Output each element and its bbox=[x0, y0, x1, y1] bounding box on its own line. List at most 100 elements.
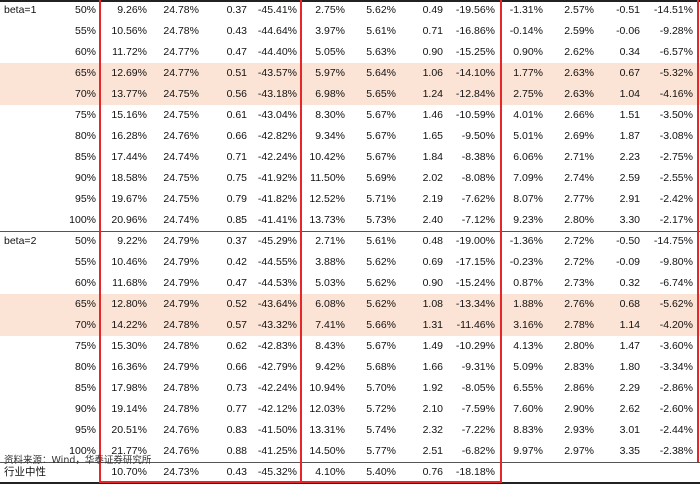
return-3-cell: 6.06% bbox=[513, 151, 543, 163]
sharpe-3-cell: 1.87 bbox=[619, 130, 640, 142]
sharpe-1-cell: 0.51 bbox=[226, 67, 247, 79]
return-1-cell: 17.44% bbox=[111, 151, 147, 163]
sharpe-3-cell: 2.91 bbox=[619, 193, 640, 205]
sharpe-2-cell: 0.90 bbox=[422, 46, 443, 58]
percentile-cell: 95% bbox=[74, 193, 96, 205]
return-1-cell: 15.16% bbox=[111, 109, 147, 121]
table-row: 85% 17.44% 24.74% 0.71 -42.24% 10.42% 5.67% 1.8… bbox=[0, 147, 700, 168]
vol-3-cell: 2.63% bbox=[564, 67, 594, 79]
percentile-cell: 75% bbox=[74, 109, 96, 121]
drawdown-1-cell: -41.92% bbox=[257, 172, 297, 184]
sharpe-2-cell: 2.02 bbox=[422, 172, 443, 184]
drawdown-1-cell: -43.64% bbox=[257, 298, 297, 310]
return-2-cell: 12.03% bbox=[309, 403, 345, 415]
sharpe-1-cell: 0.37 bbox=[226, 4, 247, 16]
vol-1-cell: 24.74% bbox=[163, 151, 199, 163]
drawdown-3-cell: -14.51% bbox=[653, 4, 693, 16]
sharpe-1-cell: 0.71 bbox=[226, 151, 247, 163]
return-3-cell: 8.83% bbox=[513, 424, 543, 436]
table-row: 90% 18.58% 24.75% 0.75 -41.92% 11.50% 5.69% 2.0… bbox=[0, 168, 700, 189]
return-2-cell: 5.05% bbox=[315, 46, 345, 58]
vol-2-cell: 5.64% bbox=[366, 67, 396, 79]
vol-3-cell: 2.76% bbox=[564, 298, 594, 310]
sharpe-1-cell: 0.77 bbox=[226, 403, 247, 415]
drawdown-2-cell: -10.59% bbox=[455, 109, 495, 121]
vol-1-cell: 24.78% bbox=[163, 403, 199, 415]
vol-1-cell: 24.78% bbox=[163, 25, 199, 37]
drawdown-3-cell: -2.60% bbox=[659, 403, 693, 415]
sharpe-3-cell: 1.47 bbox=[619, 340, 640, 352]
sharpe-3-cell: -0.50 bbox=[616, 235, 640, 247]
vol-3-cell: 2.72% bbox=[564, 256, 594, 268]
vol-1-cell: 24.79% bbox=[163, 298, 199, 310]
vol-3-cell: 2.93% bbox=[564, 424, 594, 436]
sharpe-1-cell: 0.75 bbox=[226, 172, 247, 184]
return-1-cell: 19.14% bbox=[111, 403, 147, 415]
vol-2-cell: 5.69% bbox=[366, 172, 396, 184]
sharpe-2-cell: 1.24 bbox=[422, 88, 443, 100]
vol-1-cell: 24.78% bbox=[163, 382, 199, 394]
sharpe-1-cell: 0.61 bbox=[226, 109, 247, 121]
return-2-cell: 12.52% bbox=[309, 193, 345, 205]
table-row: 75% 15.30% 24.78% 0.62 -42.83% 8.43% 5.67% 1.49… bbox=[0, 336, 700, 357]
source-footnote: 资料来源：Wind，华泰证券研究所 bbox=[4, 455, 152, 466]
vol-3-cell: 2.66% bbox=[564, 109, 594, 121]
sharpe-1-cell: 0.43 bbox=[226, 25, 247, 37]
percentile-cell: 60% bbox=[74, 46, 96, 58]
drawdown-1-cell: -43.18% bbox=[257, 88, 297, 100]
return-3-cell: 3.16% bbox=[513, 319, 543, 331]
table-row: 70% 14.22% 24.78% 0.57 -43.32% 7.41% 5.66% 1.31… bbox=[0, 315, 700, 336]
return-1-cell: 9.26% bbox=[117, 4, 147, 16]
vol-3-cell: 2.78% bbox=[564, 319, 594, 331]
vol-1-cell: 24.75% bbox=[163, 88, 199, 100]
drawdown-3-cell: -5.62% bbox=[659, 298, 693, 310]
table-row: 100% 21.77% 24.76% 0.88 -41.25% 14.50% 5.77% 2.… bbox=[0, 441, 700, 462]
sharpe-1-cell: 0.62 bbox=[226, 340, 247, 352]
percentile-cell: 50% bbox=[74, 235, 96, 247]
vol-2-cell: 5.67% bbox=[366, 151, 396, 163]
drawdown-3-cell: -2.17% bbox=[659, 214, 693, 226]
return-2-cell: 3.88% bbox=[315, 256, 345, 268]
drawdown-1-cell: -41.50% bbox=[257, 424, 297, 436]
drawdown-2-cell: -8.38% bbox=[461, 151, 495, 163]
drawdown-3-cell: -3.08% bbox=[659, 130, 693, 142]
drawdown-2-cell: -10.29% bbox=[455, 340, 495, 352]
sharpe-2-cell: 1.92 bbox=[422, 382, 443, 394]
drawdown-1-cell: -42.12% bbox=[257, 403, 297, 415]
vol-1-cell: 24.79% bbox=[163, 277, 199, 289]
return-3-cell: 4.01% bbox=[513, 109, 543, 121]
vol-3-cell: 2.83% bbox=[564, 361, 594, 373]
sharpe-3-cell: 1.04 bbox=[619, 88, 640, 100]
drawdown-1-cell: -43.32% bbox=[257, 319, 297, 331]
sharpe-3-cell: 3.35 bbox=[619, 445, 640, 457]
drawdown-3-cell: -2.55% bbox=[659, 172, 693, 184]
percentile-cell: 100% bbox=[69, 214, 96, 226]
percentile-cell: 55% bbox=[74, 25, 96, 37]
vol-2-cell: 5.62% bbox=[366, 277, 396, 289]
vol-3-cell: 2.97% bbox=[564, 445, 594, 457]
vol-3-cell: 2.73% bbox=[564, 277, 594, 289]
vol-3-cell: 2.57% bbox=[564, 4, 594, 16]
drawdown-3-cell: -14.75% bbox=[653, 235, 693, 247]
percentile-cell: 85% bbox=[74, 151, 96, 163]
return-2-cell: 2.75% bbox=[315, 4, 345, 16]
sharpe-3-cell: 2.59 bbox=[619, 172, 640, 184]
vol-3-cell: 2.90% bbox=[564, 403, 594, 415]
return-1-cell: 15.30% bbox=[111, 340, 147, 352]
drawdown-3-cell: -3.60% bbox=[659, 340, 693, 352]
sharpe-3-cell: 0.67 bbox=[619, 67, 640, 79]
return-1-cell: 20.51% bbox=[111, 424, 147, 436]
sharpe-1-cell: 0.47 bbox=[226, 277, 247, 289]
drawdown-2-cell: -16.86% bbox=[455, 25, 495, 37]
return-1-cell: 17.98% bbox=[111, 382, 147, 394]
vol-2-cell: 5.67% bbox=[366, 109, 396, 121]
table-row: 90% 19.14% 24.78% 0.77 -42.12% 12.03% 5.72% 2.1… bbox=[0, 399, 700, 420]
return-2-cell: 13.73% bbox=[309, 214, 345, 226]
return-2-cell: 13.31% bbox=[309, 424, 345, 436]
drawdown-2-cell: -19.56% bbox=[455, 4, 495, 16]
vol-2-cell: 5.66% bbox=[366, 319, 396, 331]
return-2-cell: 7.41% bbox=[315, 319, 345, 331]
percentile-cell: 70% bbox=[74, 88, 96, 100]
drawdown-1-cell: -41.41% bbox=[257, 214, 297, 226]
